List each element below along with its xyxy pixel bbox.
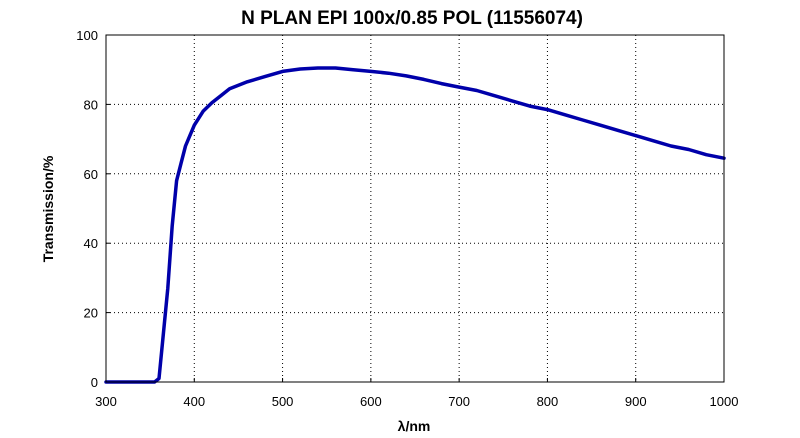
x-tick-label: 600: [360, 394, 382, 409]
plot-frame: [105, 34, 725, 383]
x-tick-label: 900: [625, 394, 647, 409]
x-tick-label: 800: [537, 394, 559, 409]
x-axis-label: λ/nm: [398, 418, 431, 434]
x-tick-label: 700: [448, 394, 470, 409]
ticks: 300 400 500 600 700 800 900 1000 0 20 40 60 80 100: [76, 28, 738, 409]
series-layer: [104, 66, 726, 384]
y-tick-label: 40: [84, 236, 98, 251]
y-tick-label: 100: [76, 28, 98, 43]
y-axis-label: Transmission/%: [40, 155, 56, 262]
x-tick-label: 400: [183, 394, 205, 409]
chart-title: N PLAN EPI 100x/0.85 POL (11556074): [241, 8, 583, 29]
grid: [106, 35, 724, 382]
y-tick-label: 0: [91, 375, 98, 390]
y-tick-label: 60: [84, 167, 98, 182]
x-tick-label: 1000: [710, 394, 739, 409]
y-tick-label: 20: [84, 306, 98, 321]
y-tick-label: 80: [84, 97, 98, 112]
transmission-series-line: [104, 66, 726, 384]
x-tick-label: 300: [95, 394, 117, 409]
x-tick-label: 500: [272, 394, 294, 409]
